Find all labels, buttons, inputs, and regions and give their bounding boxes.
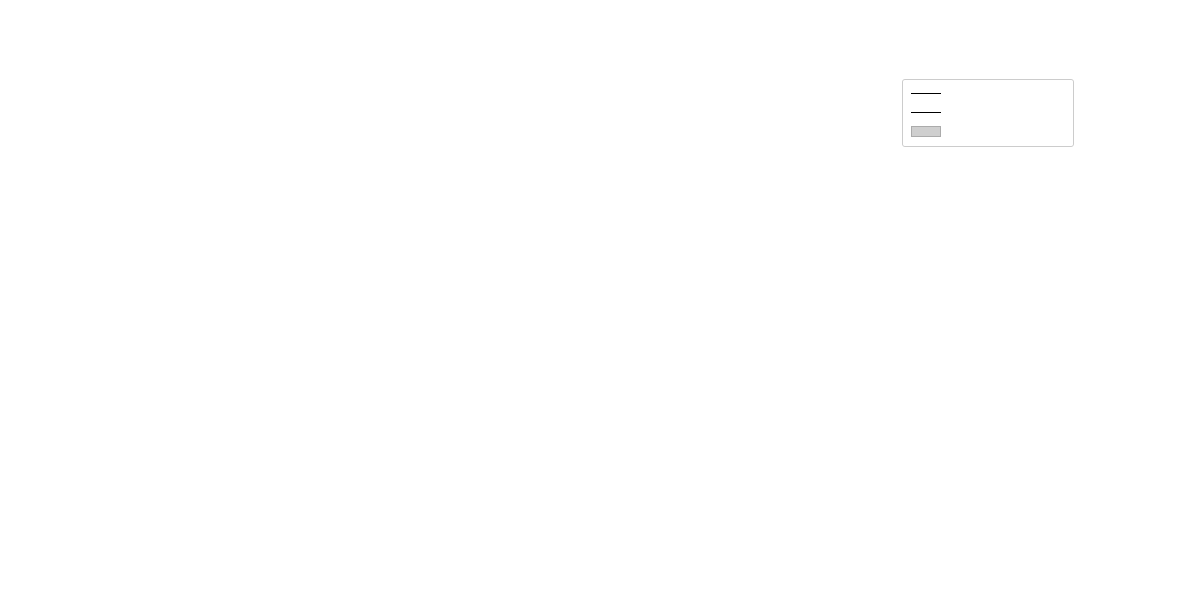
legend-item-median-abs-dev: [911, 122, 1065, 141]
legend-item-median-spectrum: [911, 84, 1065, 103]
median-spectrum-line-swatch: [911, 93, 941, 94]
reference-spec-line-swatch: [911, 112, 941, 113]
legend: [902, 79, 1074, 147]
median-abs-dev-patch-swatch: [911, 126, 941, 137]
legend-item-reference-spec: [911, 103, 1065, 122]
